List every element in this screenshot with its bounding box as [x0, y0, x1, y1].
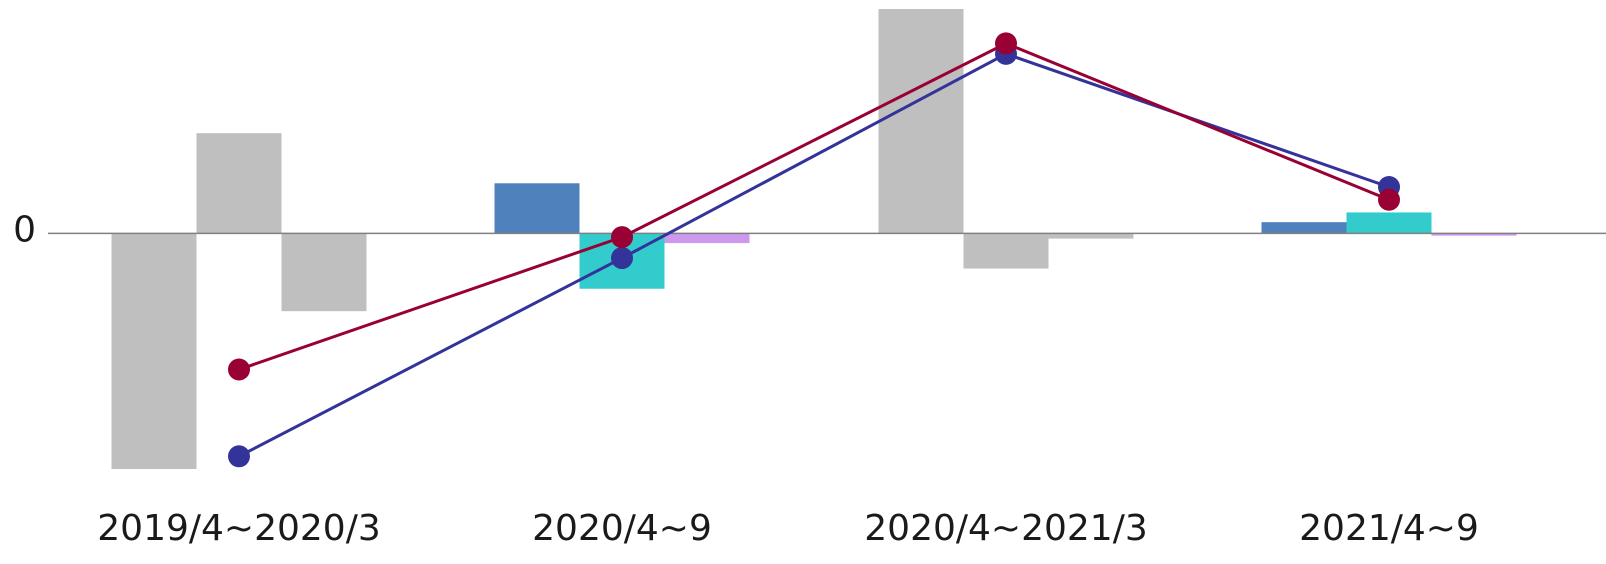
line-series-2-point-2 — [611, 226, 633, 249]
y-tick-label-zero: 0 — [13, 209, 36, 250]
labels-layer: 0 2019/4~2020/3 2020/4~9 2020/4~2021/3 2021… — [13, 209, 1479, 549]
bar-s3-c2 — [664, 233, 750, 244]
line-series-2 — [238, 41, 1390, 371]
bar-s2-c1 — [196, 133, 282, 234]
bar-s1-c3 — [878, 9, 964, 234]
line-series-2-point-1 — [228, 358, 250, 381]
x-tick-label-4: 2021/4~9 — [1299, 508, 1479, 549]
bar-s1-c1 — [111, 233, 197, 469]
bar-s3-c1 — [281, 233, 367, 312]
line-series-1-point-1 — [228, 445, 250, 468]
x-tick-label-3: 2020/4~2021/3 — [864, 508, 1147, 549]
line-series-2-point-4 — [1378, 188, 1400, 211]
lines-layer — [228, 32, 1400, 468]
bar-s3-c4 — [1431, 233, 1517, 236]
bar-s2-c4 — [1346, 212, 1432, 234]
bars-layer — [111, 9, 1517, 469]
line-series-1 — [238, 52, 1390, 458]
bar-s3-c3 — [1048, 233, 1134, 239]
bar-s1-c2 — [494, 183, 580, 234]
line-series-2-point-3 — [995, 32, 1017, 55]
bar-s1-c4 — [1261, 222, 1347, 234]
bar-s2-c3 — [963, 233, 1049, 269]
x-tick-label-2: 2020/4~9 — [532, 508, 712, 549]
x-tick-label-1: 2019/4~2020/3 — [97, 508, 380, 549]
line-series-1-point-2 — [611, 247, 633, 270]
